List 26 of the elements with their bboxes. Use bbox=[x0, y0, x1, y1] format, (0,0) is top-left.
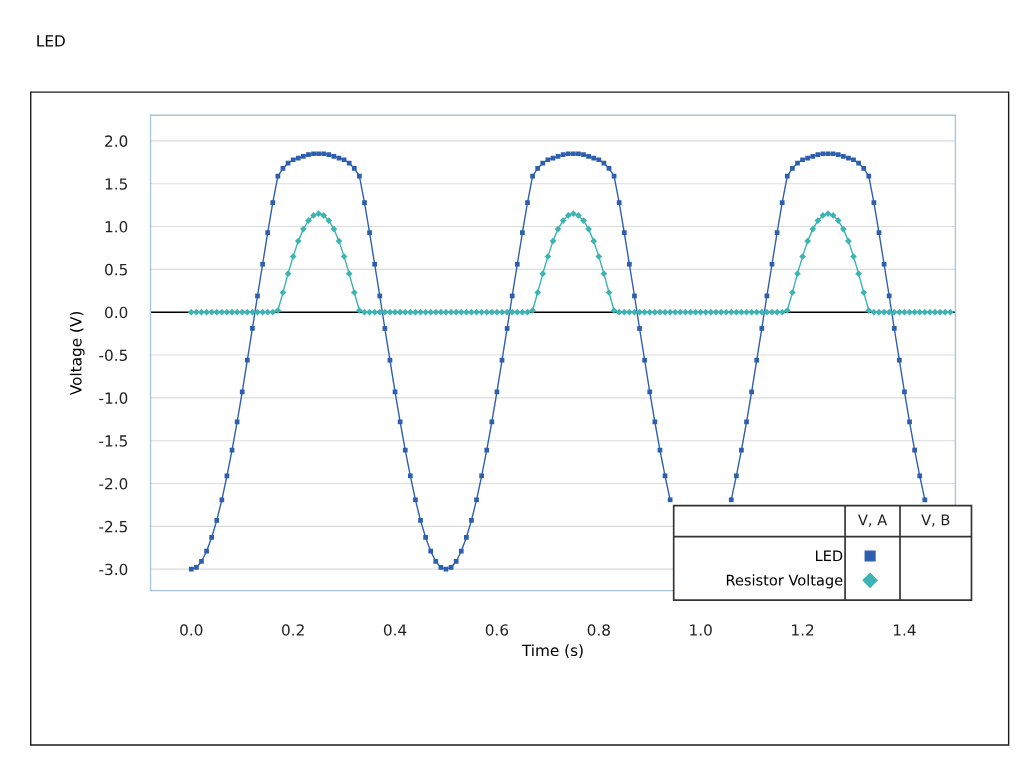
x-tick-label: 1.0 bbox=[690, 624, 712, 636]
y-tick-label: 1.5 bbox=[105, 178, 127, 190]
y-axis-title: Voltage (V) bbox=[69, 311, 85, 396]
x-tick-label: 0.8 bbox=[587, 624, 610, 636]
y-tick-label: -3.0 bbox=[99, 563, 128, 576]
x-axis-title: Time (s) bbox=[521, 644, 583, 658]
y-tick-label: 0.0 bbox=[105, 306, 128, 319]
y-tick-label: 2.0 bbox=[105, 135, 128, 147]
y-tick-label: 1.0 bbox=[105, 221, 128, 233]
y-tick-label: -1.0 bbox=[99, 392, 128, 404]
chart-title: LED bbox=[37, 35, 65, 47]
x-tick-label: 0.6 bbox=[485, 624, 509, 636]
y-tick-label: -2.5 bbox=[99, 520, 127, 533]
y-tick-label: -2.0 bbox=[99, 477, 128, 490]
y-tick-label: -0.5 bbox=[99, 349, 127, 362]
legend-label: LED bbox=[816, 550, 843, 562]
y-tick-label: 0.5 bbox=[105, 263, 127, 276]
legend-label: Resistor Voltage bbox=[726, 574, 843, 589]
x-tick-label: 0.0 bbox=[180, 624, 203, 636]
x-tick-label: 0.2 bbox=[282, 624, 304, 636]
y-tick-label: -1.5 bbox=[99, 435, 127, 447]
x-tick-label: 1.2 bbox=[792, 624, 814, 636]
annotation: V, B bbox=[921, 514, 950, 527]
x-tick-label: 1.4 bbox=[893, 624, 916, 636]
x-tick-label: 0.4 bbox=[383, 624, 407, 636]
annotation: V, A bbox=[858, 514, 888, 527]
